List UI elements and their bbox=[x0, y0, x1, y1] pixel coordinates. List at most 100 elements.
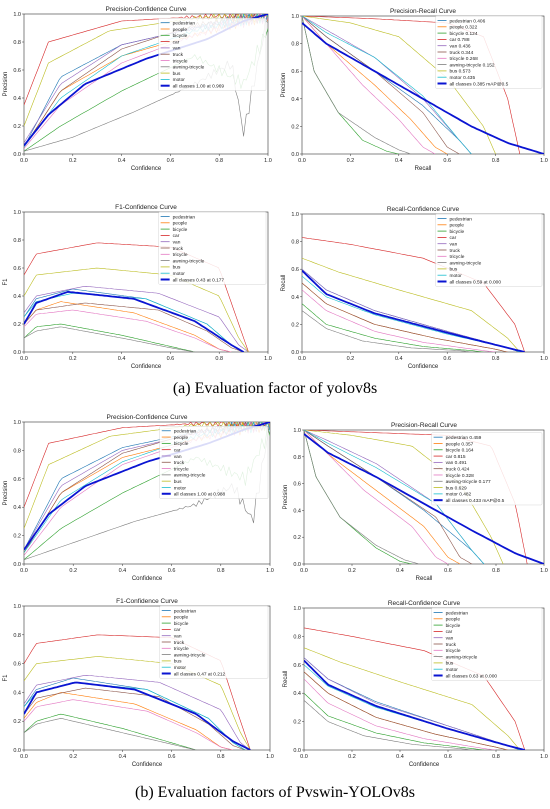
series-line-awning-tricycle bbox=[302, 310, 472, 352]
y-tick-label: 0.6 bbox=[291, 69, 299, 75]
legend-box bbox=[431, 432, 543, 506]
y-tick-label: 0.2 bbox=[293, 720, 301, 726]
x-tick-label: 0.2 bbox=[69, 754, 77, 760]
series-line-all bbox=[304, 659, 526, 750]
x-axis-label: Recall bbox=[415, 166, 432, 172]
x-tick-label: 0.2 bbox=[69, 356, 77, 362]
y-tick-label: 0.2 bbox=[291, 124, 299, 130]
y-axis-label: Precision bbox=[3, 481, 9, 506]
chart-title: F1-Confidence Curve bbox=[116, 598, 178, 605]
series-line-bus bbox=[24, 422, 270, 529]
y-tick-label: 0.2 bbox=[291, 322, 299, 328]
series-line-awning-tricycle bbox=[24, 326, 195, 352]
legend-label-tricycle: tricycle bbox=[174, 646, 189, 652]
chart-svg: F1-Confidence Curve 0.0 0.2 0.4 0.6 0.8 1.0 0.0… bbox=[3, 598, 274, 768]
y-tick-label: 0.0 bbox=[13, 748, 21, 754]
y-tick-label: 1.0 bbox=[291, 14, 299, 20]
legend-box bbox=[435, 15, 543, 89]
series-line-truck bbox=[302, 282, 508, 352]
x-tick-label: 0.0 bbox=[20, 356, 28, 362]
plot-frame bbox=[23, 605, 271, 751]
y-axis-label: F1 bbox=[3, 278, 9, 286]
x-axis-label: Confidence bbox=[131, 166, 162, 172]
series-line-car bbox=[304, 627, 526, 750]
chart-svg: Precision-Confidence Curve 0.0 0.2 0.4 0.6 0.… bbox=[3, 414, 274, 582]
x-tick-label: 0.0 bbox=[298, 158, 306, 164]
y-tick-label: 0.6 bbox=[293, 663, 301, 669]
plot-frame bbox=[23, 211, 269, 353]
caption-a: (a) Evaluation factor of yolov8s bbox=[172, 380, 378, 397]
legend-label-motor: motor bbox=[174, 485, 187, 491]
x-tick-label: 0.8 bbox=[492, 158, 500, 164]
series-line-people bbox=[302, 282, 508, 352]
x-tick-label: 0.4 bbox=[395, 158, 403, 164]
precision-confidence-chart-b: Precision-Confidence Curve 0.0 0.2 0.4 0.6 0.… bbox=[2, 410, 274, 588]
x-axis-label: Confidence bbox=[409, 762, 440, 768]
legend-box bbox=[159, 605, 269, 679]
y-tick-label: 0.4 bbox=[291, 295, 299, 301]
x-tick-label: 0.6 bbox=[443, 356, 451, 362]
y-tick-label: 0.0 bbox=[13, 562, 21, 568]
series-line-bus bbox=[24, 14, 268, 127]
legend-label-bus: bus bbox=[173, 71, 181, 77]
chart-title: Precision-Confidence Curve bbox=[106, 6, 187, 13]
x-tick-label: 0.4 bbox=[118, 356, 126, 362]
y-tick-label: 1.0 bbox=[291, 212, 299, 218]
x-tick-label: 0.0 bbox=[20, 568, 28, 574]
series-line-bus bbox=[24, 656, 251, 750]
series-line-bicycle bbox=[24, 713, 197, 750]
x-tick-label: 0.6 bbox=[444, 754, 452, 760]
legend-label-car: car 0.788 bbox=[450, 37, 470, 43]
legend-label-bicycle: bicycle bbox=[174, 441, 189, 447]
series-line-truck bbox=[302, 16, 460, 154]
x-tick-label: 0.4 bbox=[118, 158, 126, 164]
legend-label-motor: motor 0.435 bbox=[450, 75, 476, 81]
legend-label-bicycle: bicycle 0.124 bbox=[450, 31, 478, 37]
chart-svg: Precision-Confidence Curve 0.0 0.2 0.4 0.6 0.… bbox=[3, 6, 272, 172]
chart-title: F1-Confidence Curve bbox=[115, 204, 177, 211]
y-tick-label: 0.4 bbox=[293, 691, 301, 697]
legend-label-pedestrian: pedestrian bbox=[450, 216, 473, 222]
legend-box bbox=[158, 211, 267, 285]
x-tick-label: 0.8 bbox=[492, 754, 500, 760]
series-line-bus bbox=[304, 647, 521, 750]
legend-box bbox=[431, 607, 543, 681]
y-tick-label: 0.2 bbox=[13, 719, 21, 725]
y-tick-label: 0.8 bbox=[13, 40, 21, 46]
y-axis-label: Recall bbox=[281, 275, 287, 292]
y-tick-label: 0.4 bbox=[291, 97, 299, 103]
series-line-bicycle bbox=[24, 323, 195, 352]
legend-label-awning-tricycle: awning-tricycle bbox=[450, 260, 482, 266]
precision-recall-chart-a: Precision-Recall Curve 0.0 0.2 0.4 0.6 0.8 1.0… bbox=[280, 6, 548, 178]
series-line-tricycle bbox=[24, 699, 234, 750]
y-tick-label: 0.8 bbox=[13, 448, 21, 454]
series-line-awning-tricycle bbox=[24, 718, 197, 750]
chart-title: Precision-Recall Curve bbox=[390, 8, 456, 15]
series-line-bicycle bbox=[302, 303, 484, 352]
series-line-motor bbox=[24, 292, 244, 352]
legend-box bbox=[159, 426, 269, 499]
legend-label-car: car bbox=[174, 447, 181, 453]
legend-label-bus: bus bbox=[446, 661, 454, 667]
legend-label-pedestrian: pedestrian 0.459 bbox=[446, 435, 482, 441]
legend-label-van: van 0.436 bbox=[450, 44, 471, 50]
recall-confidence-chart-b: Recall-Confidence Curve 0.0 0.2 0.4 0.6 0.8 1.… bbox=[282, 598, 548, 774]
legend-label-tricycle: tricycle 0.268 bbox=[450, 56, 479, 62]
x-tick-label: 0.2 bbox=[347, 356, 355, 362]
series-line-tricycle bbox=[304, 430, 449, 564]
legend-label-pedestrian: pedestrian bbox=[174, 429, 197, 435]
legend-label-awning-tricycle: awning-tricycle bbox=[174, 652, 206, 658]
legend-label-all: all classes 0.63 at 0.000 bbox=[446, 673, 498, 679]
y-tick-label: 1.0 bbox=[13, 12, 21, 18]
legend-label-tricycle: tricycle bbox=[450, 254, 465, 260]
series-line-awning-tricycle bbox=[302, 16, 411, 154]
y-tick-label: 0.0 bbox=[13, 152, 21, 158]
legend-label-awning-tricycle: awning-tricycle bbox=[173, 65, 205, 71]
x-tick-label: 0.6 bbox=[167, 356, 175, 362]
chart-svg: Precision-Recall Curve 0.0 0.2 0.4 0.6 0.8 1.0… bbox=[281, 8, 548, 172]
legend-label-van: van bbox=[446, 637, 454, 642]
legend-label-tricycle: tricycle bbox=[446, 648, 461, 654]
